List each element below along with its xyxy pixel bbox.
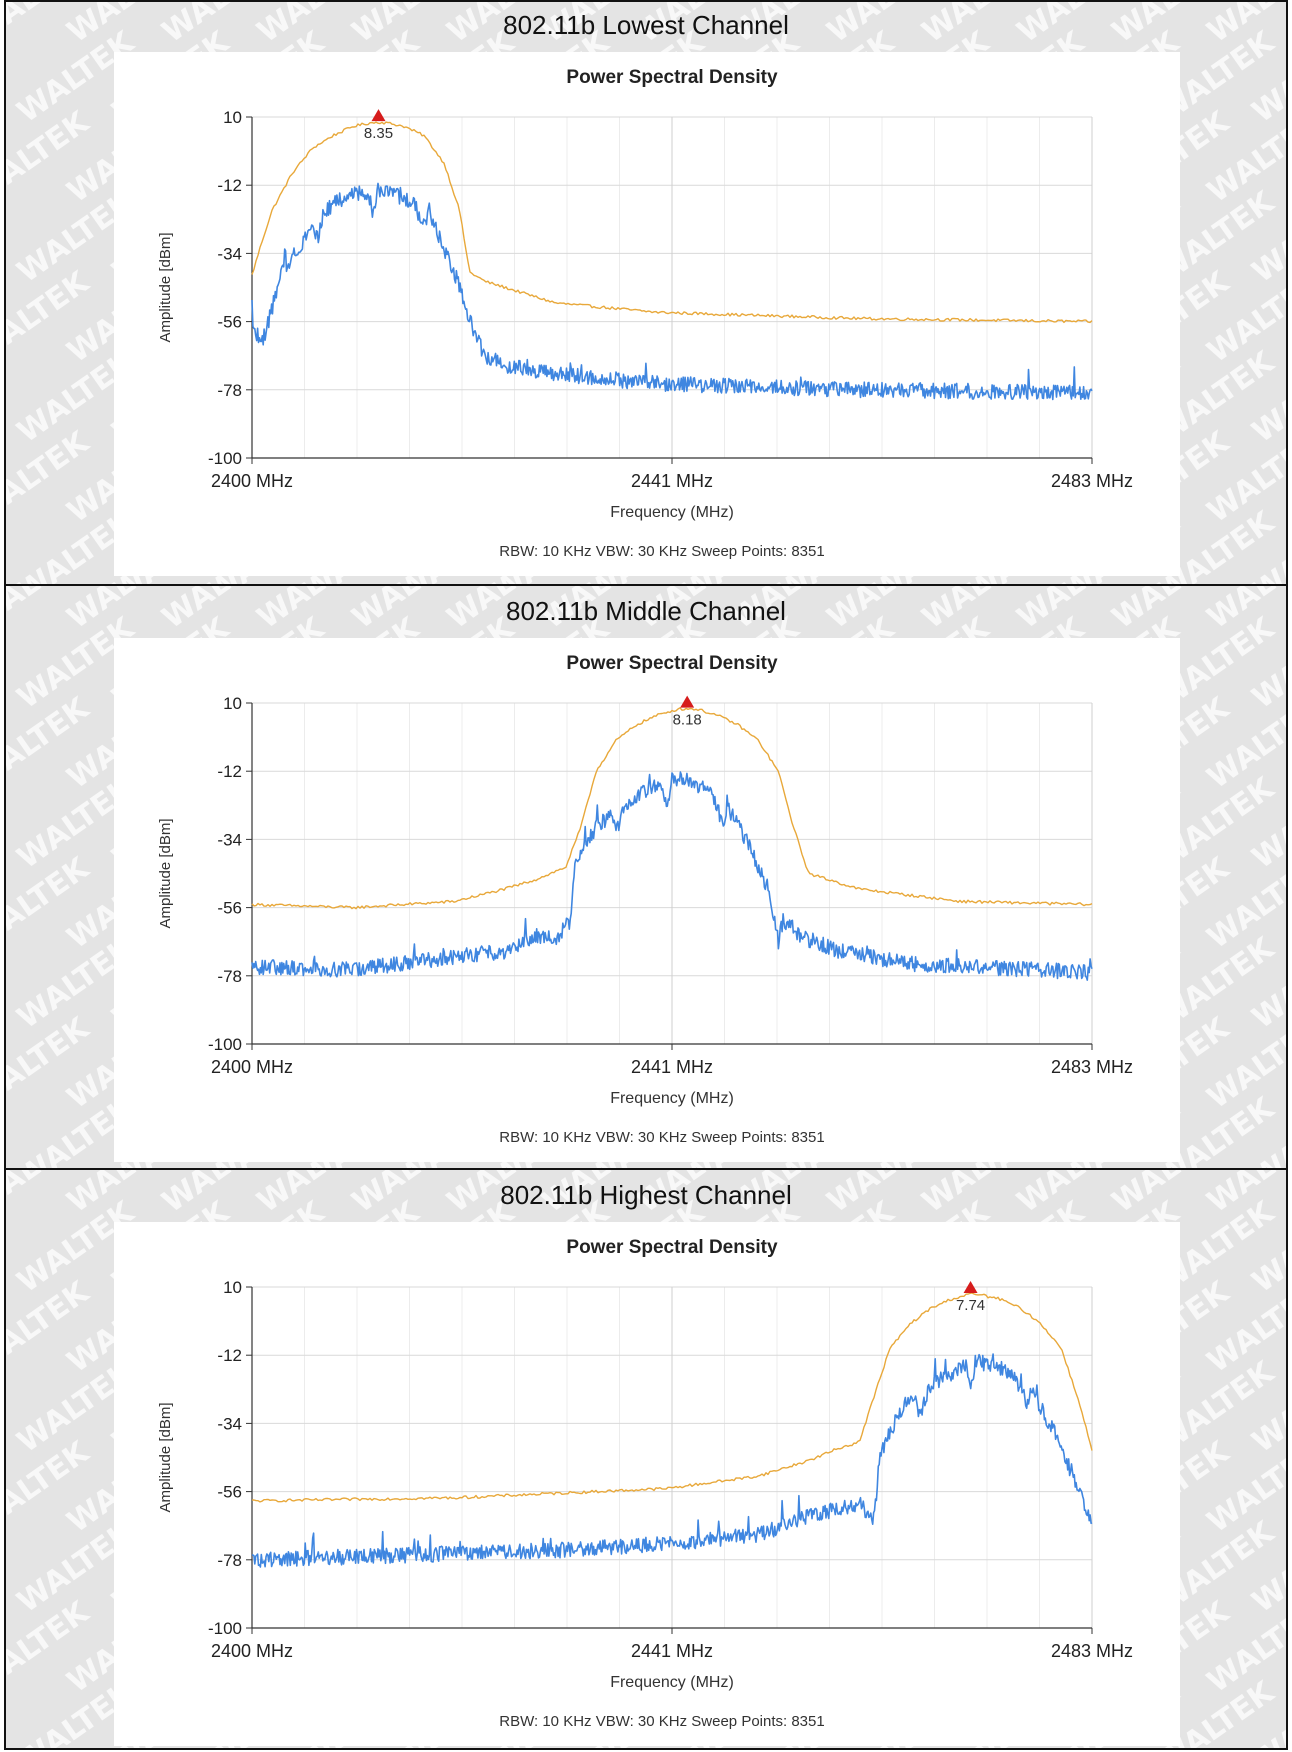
y-axis-label: Amplitude [dBm] [157,232,174,342]
series-spectrum-line [251,182,1093,401]
y-axis-label: Amplitude [dBm] [157,818,174,928]
chart-section-lowest: WALTEK WALTEK WALTEK WALTEK WALTEK WALTEK WALT… [4,0,1288,586]
y-tick-label: -34 [217,830,242,849]
y-tick-label: -78 [217,967,242,986]
chart-title: Power Spectral Density [566,67,778,88]
chart-panel: Power Spectral Density 10 -12 -34 -56 -78 -100… [114,1222,1180,1746]
x-tick-label: 2400 MHz [211,1057,293,1077]
footer-settings: RBW: 10 KHz VBW: 30 KHz Sweep Points: 83… [499,1129,824,1146]
section-title: 802.11b Middle Channel [506,596,786,626]
section-title: 802.11b Lowest Channel [503,10,789,40]
footer-settings: RBW: 10 KHz VBW: 30 KHz Sweep Points: 83… [499,543,824,560]
series-spectrum-line [251,1353,1093,1568]
chart-panel: Power Spectral Density 10 -12 -34 -56 -78 -100… [114,638,1180,1162]
y-tick-label: -56 [217,1483,242,1502]
series-spectrum-line [251,771,1093,981]
chart-title: Power Spectral Density [566,1237,778,1258]
x-tick-label: 2400 MHz [211,471,293,491]
psd-chart-lowest: Power Spectral Density 10 -12 -34 -56 -78 -100… [157,67,1133,560]
x-tick-label: 2483 MHz [1051,471,1133,491]
x-tick-label: 2441 MHz [631,471,713,491]
y-tick-label: -100 [208,1619,242,1638]
chart-title: Power Spectral Density [566,653,778,674]
peak-marker [371,109,386,122]
peak-marker-label: 7.74 [956,1297,985,1314]
series-max-hold-line [251,1292,1093,1503]
y-tick-label: -34 [217,244,242,263]
x-axis-label: Frequency (MHz) [610,1674,734,1691]
outer-frame [4,0,1288,1750]
y-tick-label: -78 [217,1551,242,1570]
y-tick-label: 10 [223,1278,242,1297]
y-tick-label: -56 [217,313,242,332]
peak-marker [680,695,695,708]
y-tick-label: -12 [217,176,242,195]
y-tick-label: -78 [217,381,242,400]
y-tick-label: -12 [217,1346,242,1365]
psd-chart-highest: Power Spectral Density 10 -12 -34 -56 -78 -100… [157,1237,1133,1730]
y-tick-label: -100 [208,449,242,468]
x-tick-label: 2441 MHz [631,1641,713,1661]
series-max-hold-line [251,121,1093,324]
peak-marker-label: 8.35 [364,125,393,142]
y-tick-label: -56 [217,899,242,918]
psd-chart-middle: Power Spectral Density 10 -12 -34 -56 -78 -100… [157,653,1133,1146]
footer-settings: RBW: 10 KHz VBW: 30 KHz Sweep Points: 83… [499,1713,824,1730]
series-max-hold-line [251,707,1093,910]
y-tick-label: 10 [223,108,242,127]
chart-panel: Power Spectral Density 10 -12 -34 -56 -78 -100… [114,52,1180,576]
y-tick-label: -34 [217,1414,242,1433]
x-axis-label: Frequency (MHz) [610,1090,734,1107]
chart-section-middle: WALTEK WALTEK WALTEK WALTEK WALTEK WALTEK WALT… [4,586,1288,1170]
x-tick-label: 2483 MHz [1051,1641,1133,1661]
peak-marker [963,1281,978,1294]
section-title: 802.11b Highest Channel [500,1180,792,1210]
y-axis-label: Amplitude [dBm] [157,1402,174,1512]
x-tick-label: 2483 MHz [1051,1057,1133,1077]
x-tick-label: 2441 MHz [631,1057,713,1077]
x-tick-label: 2400 MHz [211,1641,293,1661]
x-axis-label: Frequency (MHz) [610,504,734,521]
peak-marker-label: 8.18 [673,712,702,729]
chart-section-highest: WALTEK WALTEK WALTEK WALTEK WALTEK WALTEK WALT… [4,1170,1288,1750]
y-tick-label: 10 [223,694,242,713]
y-tick-label: -100 [208,1035,242,1054]
y-tick-label: -12 [217,762,242,781]
